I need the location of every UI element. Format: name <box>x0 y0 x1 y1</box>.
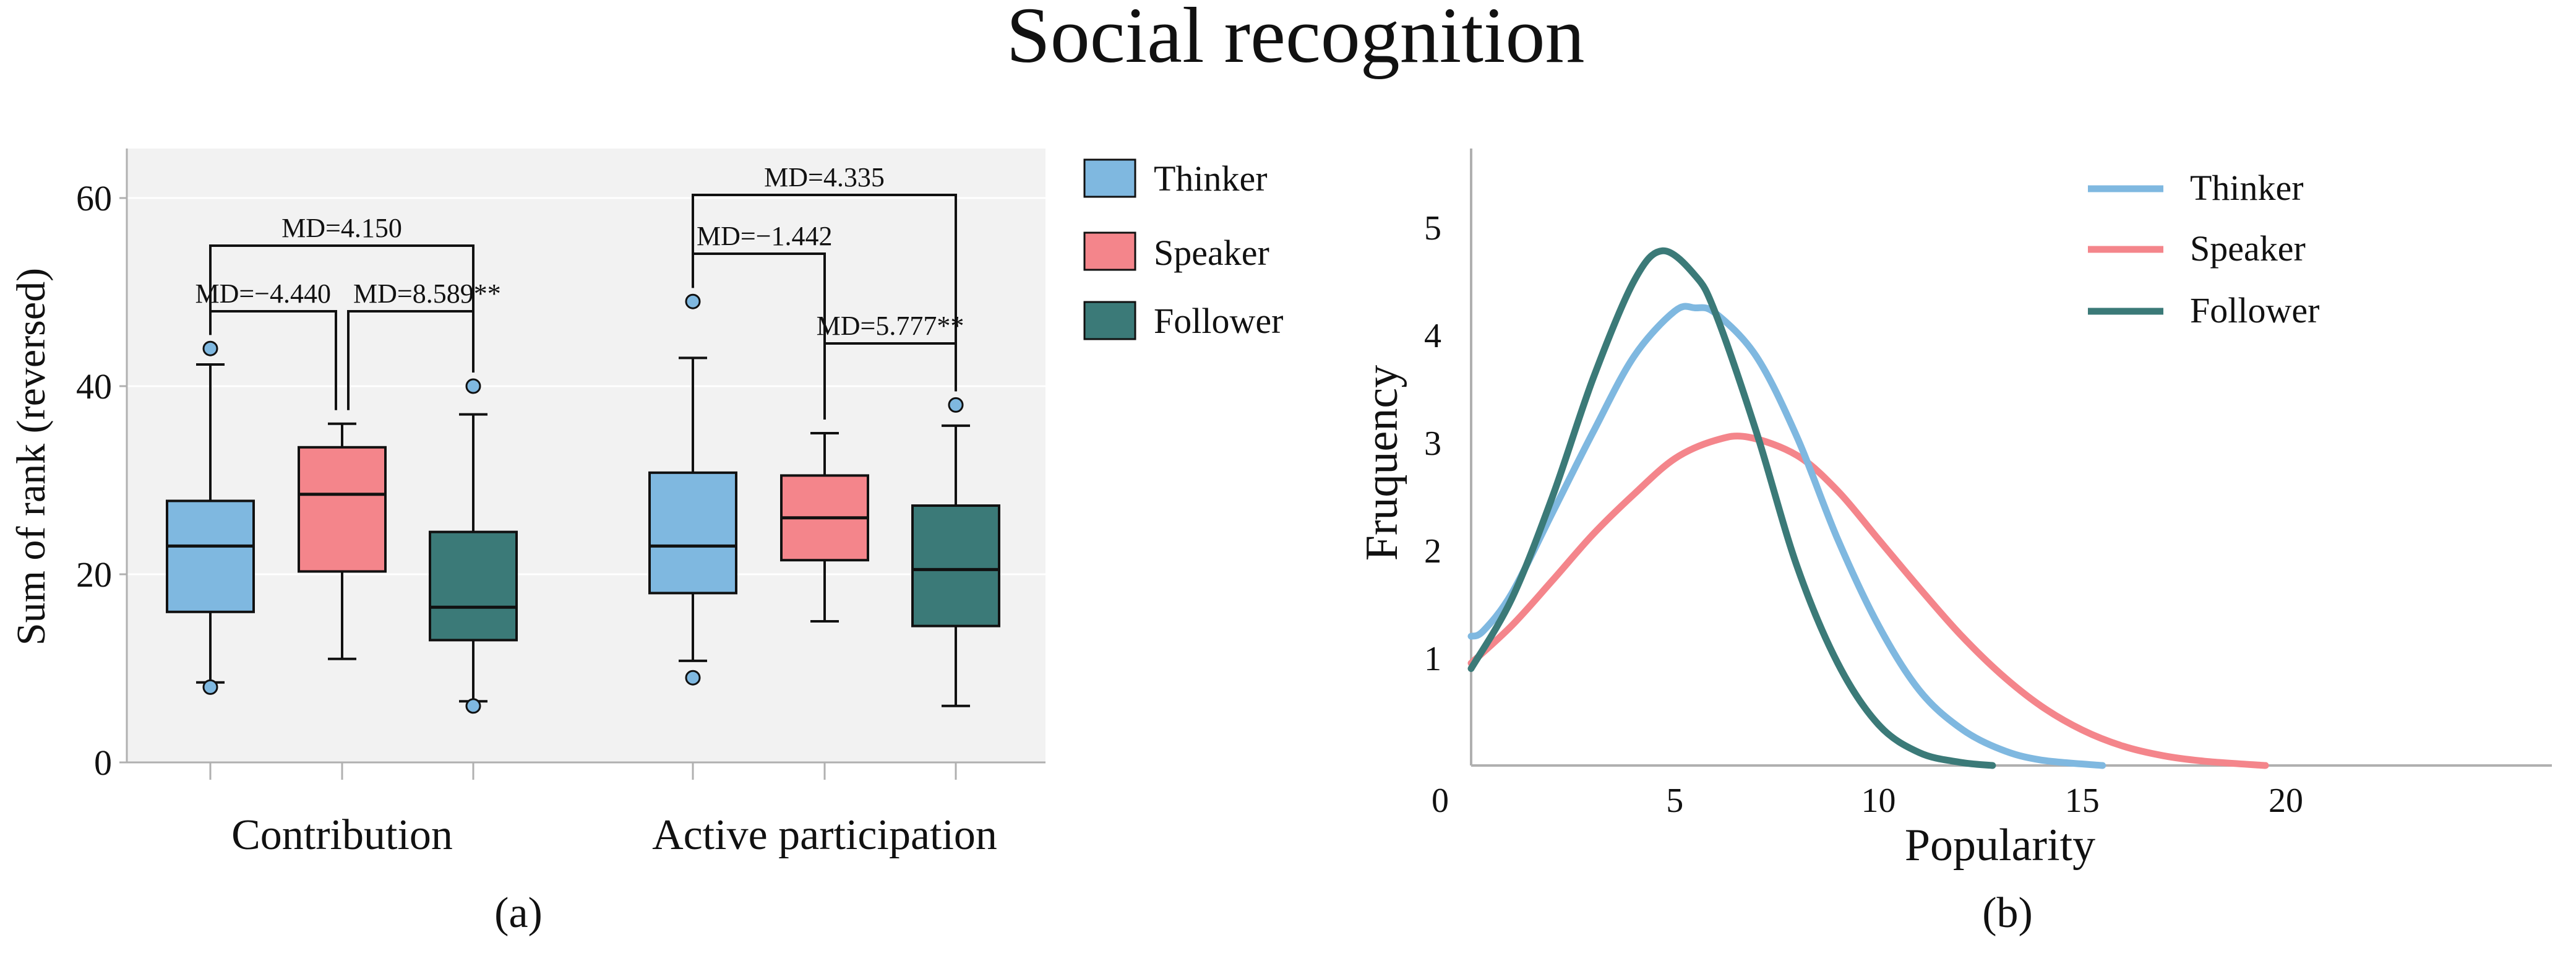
legend-a-thinker-swatch <box>1083 158 1136 198</box>
density-line-speaker <box>1467 433 2269 769</box>
box-outlier <box>202 679 218 695</box>
panel-a-significance-bracket: MD=5.777** <box>817 311 964 420</box>
legend-b-thinker-label: Thinker <box>2190 168 2304 208</box>
legend-b-follower-label: Follower <box>2190 290 2319 330</box>
density-line-thinker <box>1467 303 2106 769</box>
panel-b-y-tick-label: 2 <box>1424 532 1441 571</box>
box-follower-active-participation <box>911 397 1000 707</box>
panel-b-density: 0 5 10 15 20 1 2 3 4 5 Popularity Fruquency (b) <box>1357 149 2552 937</box>
legend-a-speaker-label: Speaker <box>1154 233 1269 273</box>
panel-b-y-axis-label: Fruquency <box>1357 365 1407 561</box>
bracket-line <box>823 342 957 420</box>
panel-b-x-tick-label: 5 <box>1666 782 1683 820</box>
box-iqr <box>166 499 255 613</box>
box-iqr <box>298 446 387 573</box>
panel-b-lines <box>1467 247 2269 769</box>
panel-a-plot-background <box>127 149 1045 762</box>
panel-a-significance-bracket: MD=4.335 <box>692 162 957 392</box>
bracket-line <box>209 310 337 410</box>
panel-b-y-tick-label: 3 <box>1424 425 1441 463</box>
density-line-follower <box>1467 247 1996 769</box>
panel-a-significance-bracket: MD=4.150 <box>209 213 474 373</box>
bracket-label: MD=4.335 <box>764 162 885 192</box>
bracket-label: MD=8.589** <box>353 278 501 309</box>
panel-a-axes: 0 20 40 60 Contribution Active participation <box>76 149 1045 859</box>
legend-a-follower-label: Follower <box>1154 301 1283 341</box>
bracket-line <box>347 310 474 410</box>
panel-a-significance-bracket: MD=8.589** <box>347 278 501 410</box>
panel-b-legend: Thinker Speaker Follower <box>2088 168 2319 330</box>
box-outlier <box>202 340 218 356</box>
panel-b-x-tick-label: 20 <box>2269 782 2303 820</box>
panel-a-y-tick-label: 40 <box>76 366 112 407</box>
legend-b-speaker-label: Speaker <box>2190 228 2306 269</box>
panel-a-label: (a) <box>494 889 543 937</box>
panel-a-significance-bracket: MD=−1.442 <box>692 221 833 420</box>
box-thinker-active-participation <box>648 293 737 686</box>
panel-a-y-tick-label: 20 <box>76 554 112 595</box>
legend-a-thinker-label: Thinker <box>1154 158 1268 199</box>
legend-a-speaker-swatch <box>1083 231 1136 271</box>
bracket-line <box>692 194 957 392</box>
bracket-line <box>209 244 474 373</box>
box-iqr <box>911 504 1000 627</box>
bracket-line <box>692 252 826 420</box>
panel-a-legend: Thinker Speaker Follower <box>1083 158 1283 341</box>
panel-a-grid <box>127 197 1045 576</box>
panel-a-boxes <box>166 293 1000 714</box>
panel-b-x-tick-label: 10 <box>1861 782 1896 820</box>
panel-a-y-axis-label: Sum of rank (reversed) <box>9 268 54 645</box>
legend-a-follower-swatch <box>1083 301 1136 340</box>
panel-b-x-axis-label: Popularity <box>1905 820 2095 871</box>
box-iqr <box>648 471 737 595</box>
panel-a-significance-bracket: MD=−4.440 <box>195 278 337 410</box>
panel-a-category-label: Contribution <box>231 811 453 859</box>
panel-b-y-tick-label: 4 <box>1424 317 1441 355</box>
bracket-label: MD=5.777** <box>817 311 964 341</box>
bracket-label: MD=−1.442 <box>697 221 833 251</box>
box-outlier <box>465 698 481 714</box>
panel-b-y-tick-label: 5 <box>1424 209 1441 248</box>
box-speaker-contribution <box>298 422 387 660</box>
box-outlier <box>685 293 701 309</box>
bracket-label: MD=−4.440 <box>195 278 331 309</box>
box-iqr <box>429 530 518 642</box>
box-thinker-contribution <box>166 340 255 695</box>
panel-b-x-tick-label: 15 <box>2065 782 2100 820</box>
box-outlier <box>465 378 481 394</box>
box-outlier <box>685 670 701 686</box>
panel-a-annotations: MD=4.150 MD=−4.440 MD=8.589** MD=4.335 MD=−1… <box>195 162 964 420</box>
panel-a-category-label: Active participation <box>652 811 997 859</box>
panel-b-label: (b) <box>1982 889 2033 937</box>
panel-b-y-tick-label: 1 <box>1424 640 1441 678</box>
panel-b-axes: 0 5 10 15 20 1 2 3 4 5 <box>1424 149 2552 820</box>
box-outlier <box>948 397 964 413</box>
panel-b-x-tick-label: 0 <box>1432 782 1449 820</box>
box-follower-contribution <box>429 378 518 714</box>
box-speaker-active-participation <box>780 432 869 623</box>
bracket-label: MD=4.150 <box>281 213 402 243</box>
panel-a-y-tick-label: 0 <box>94 743 112 783</box>
panel-a-y-tick-label: 60 <box>76 178 112 218</box>
figure-title: Social recognition <box>1007 0 1585 79</box>
